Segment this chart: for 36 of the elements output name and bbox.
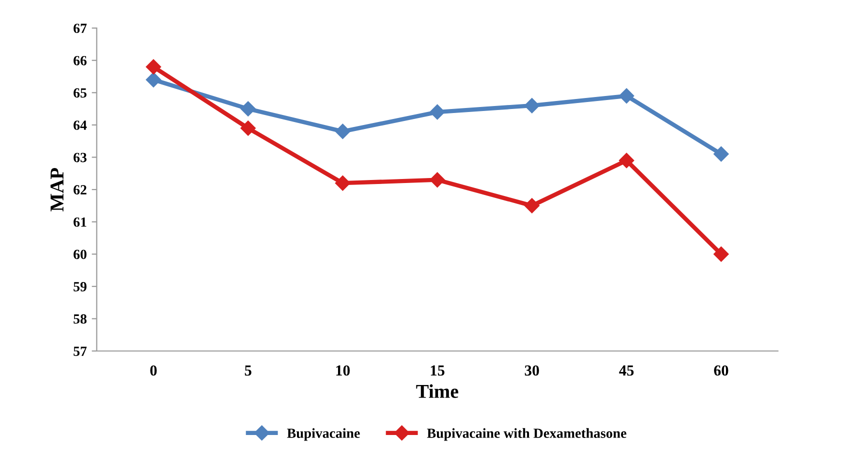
y-tick-label: 61 (74, 217, 86, 227)
point (430, 172, 445, 188)
point (524, 98, 540, 114)
point (618, 88, 634, 104)
point (335, 176, 350, 191)
point (335, 124, 350, 139)
point (524, 198, 540, 214)
point (618, 152, 634, 168)
x-tick-label: 45 (619, 365, 634, 376)
y-tick-label: 59 (74, 282, 86, 292)
point (714, 146, 729, 162)
legend-label: Bupivacaine with Dexamethasone (427, 428, 626, 441)
y-tick-label: 62 (74, 185, 86, 194)
x-tick-label: 60 (714, 365, 728, 376)
point (240, 120, 256, 136)
y-tick-label: 57 (74, 346, 87, 356)
x-tick-label: 5 (244, 365, 252, 376)
x-axis-title: Time (416, 384, 458, 398)
point (146, 59, 162, 74)
y-tick-label: 63 (74, 152, 87, 162)
y-tick-label: 65 (74, 88, 86, 98)
point (146, 72, 162, 88)
x-tick-label: 30 (524, 365, 539, 376)
x-tick-label: 0 (150, 365, 157, 376)
y-tick-label: 60 (74, 250, 86, 260)
y-tick-label: 67 (74, 24, 87, 34)
y-axis-title: MAP (50, 168, 64, 212)
x-tick-label: 15 (430, 365, 444, 376)
y-tick-label: 66 (74, 56, 87, 66)
point (714, 246, 729, 262)
point (240, 101, 256, 116)
legend-label: Bupivacaine (287, 428, 360, 441)
y-tick-label: 64 (74, 120, 87, 130)
x-tick-label: 10 (336, 365, 350, 376)
y-tick-label: 58 (74, 314, 87, 324)
point (430, 104, 445, 120)
